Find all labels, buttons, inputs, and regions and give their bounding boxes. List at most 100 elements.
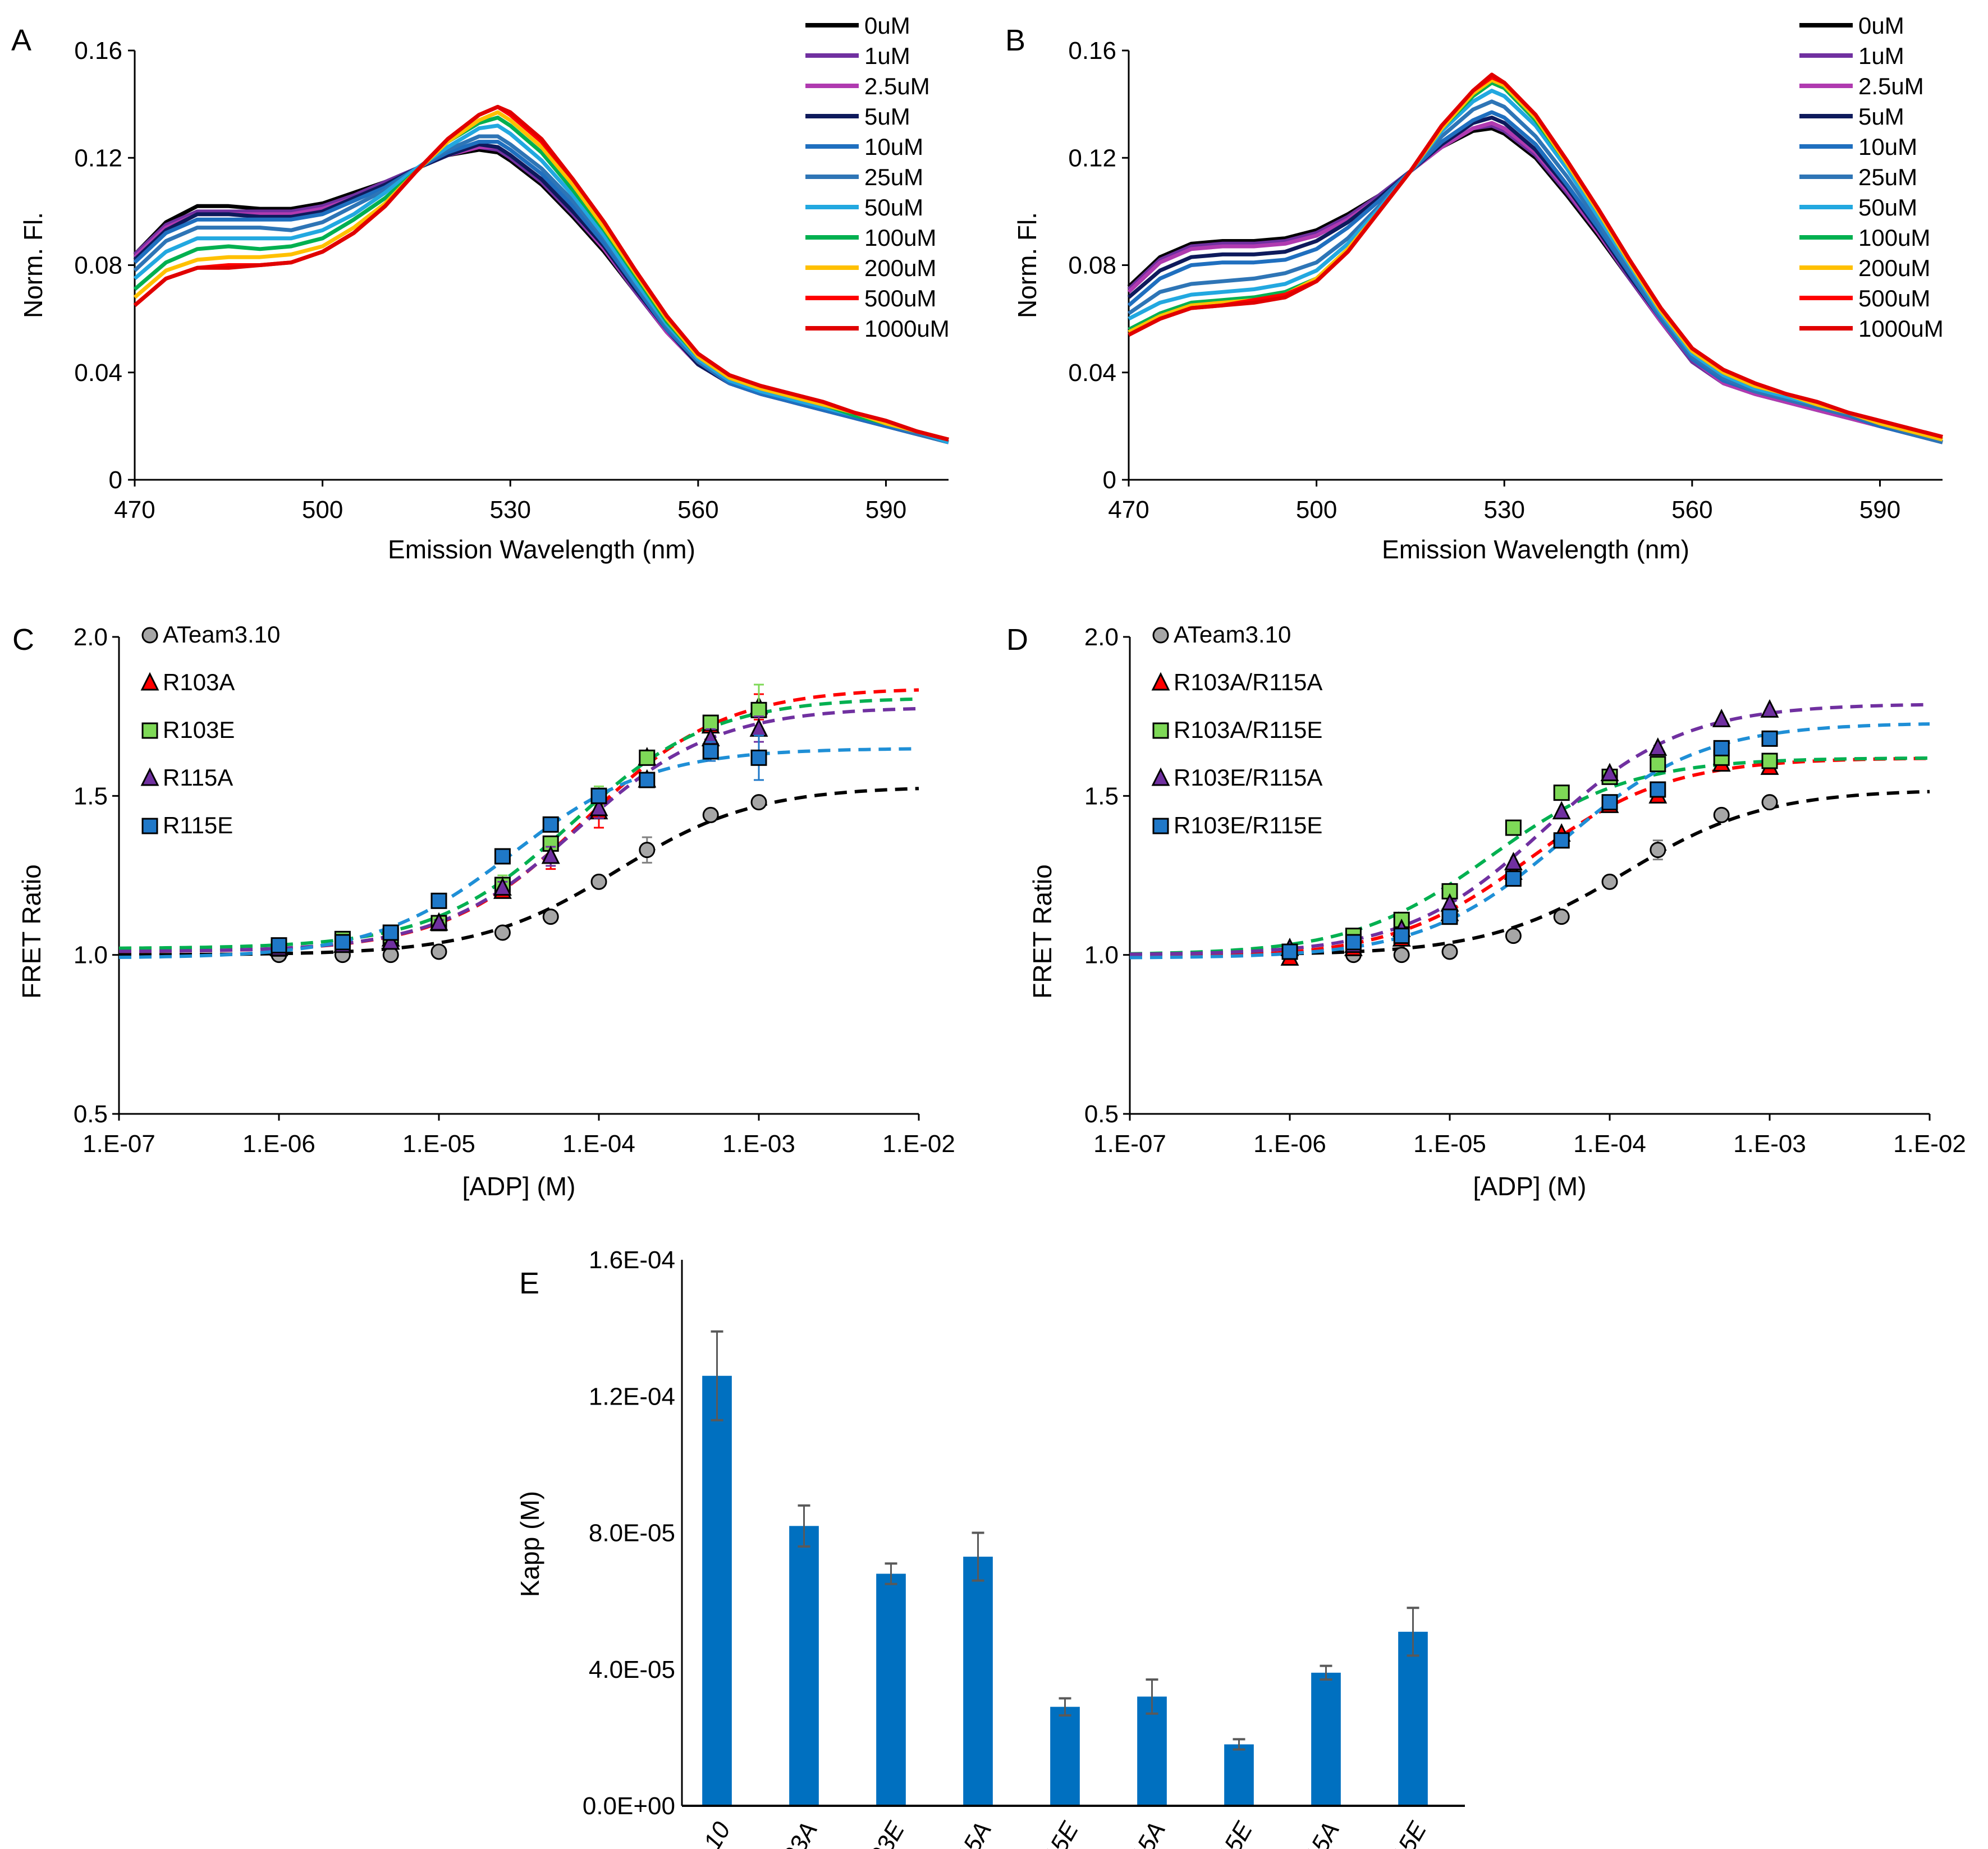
data-point-ATeam3.10 bbox=[1601, 873, 1618, 890]
data-point-ATeam3.10 bbox=[1650, 842, 1666, 859]
legend-marker bbox=[1151, 672, 1170, 691]
data-point-R103E/R115A bbox=[1504, 851, 1523, 870]
legend-label: 500uM bbox=[1858, 285, 1930, 311]
y-tick-label: 0.04 bbox=[74, 359, 122, 387]
x-tick-label: 560 bbox=[1671, 496, 1712, 524]
y-tick-label: 8.0E-05 bbox=[589, 1520, 675, 1547]
legend-label: 100uM bbox=[1858, 224, 1930, 251]
y-tick-label: 1.2E-04 bbox=[589, 1383, 675, 1410]
data-point-R115E bbox=[639, 772, 656, 788]
x-tick-label: 1.E-05 bbox=[402, 1130, 475, 1158]
category-label: R103A bbox=[761, 1818, 823, 1849]
x-tick-label: 530 bbox=[490, 496, 531, 524]
x-tick-label: 1.E-05 bbox=[1413, 1130, 1486, 1158]
series-line-5uM bbox=[133, 142, 949, 444]
legend-label: 25uM bbox=[864, 164, 923, 190]
x-tick-label: 1.E-02 bbox=[882, 1130, 955, 1158]
data-point-R115A bbox=[381, 931, 400, 950]
fit-curve-R103A/R115E bbox=[1129, 756, 1930, 956]
fit-curve-R103E bbox=[118, 697, 919, 950]
legend-label: 1uM bbox=[1858, 43, 1904, 69]
data-point-ATeam3.10 bbox=[1553, 909, 1570, 925]
data-point-R103E bbox=[750, 701, 767, 718]
data-point-ATeam3.10 bbox=[494, 924, 511, 941]
data-point-ATeam3.10 bbox=[590, 873, 607, 890]
legend-marker bbox=[1152, 722, 1169, 739]
data-point-R103E/R115A bbox=[1648, 737, 1668, 756]
y-axis-label: FRET Ratio bbox=[1028, 864, 1057, 998]
legend-marker bbox=[141, 722, 158, 739]
x-tick-label: 590 bbox=[865, 496, 906, 524]
data-point-R115E bbox=[494, 848, 511, 865]
bar-R115E bbox=[1050, 1706, 1080, 1806]
legend-label: R103E/R115A bbox=[1174, 764, 1322, 791]
y-tick-label: 0.12 bbox=[1068, 144, 1116, 172]
data-point-R103A/R115E bbox=[1650, 756, 1666, 773]
legend-label: 200uM bbox=[864, 255, 936, 281]
data-point-ATeam3.10 bbox=[1713, 806, 1730, 823]
x-tick-label: 1.E-06 bbox=[242, 1130, 315, 1158]
y-axis-label: Norm. Fl. bbox=[1013, 212, 1042, 318]
legend-marker bbox=[1152, 627, 1169, 644]
legend-label: 0uM bbox=[1858, 12, 1904, 39]
category-label: R115A bbox=[936, 1818, 997, 1849]
y-tick-label: 0.12 bbox=[74, 144, 122, 172]
fit-curve-R103E/R115E bbox=[1129, 722, 1930, 960]
legend-label: R115A bbox=[163, 764, 233, 791]
data-point-R103A/R115E bbox=[1505, 819, 1522, 836]
data-point-R103E/R115E bbox=[1761, 730, 1778, 747]
series-line-500uM bbox=[133, 104, 949, 442]
bar-R103A bbox=[789, 1526, 819, 1806]
y-tick-label: 1.5 bbox=[74, 782, 108, 810]
data-point-ATeam3.10 bbox=[1441, 943, 1458, 960]
data-point-ATeam3.10 bbox=[430, 943, 447, 960]
data-point-R103E/R115E bbox=[1650, 781, 1666, 798]
data-point-R103E/R115A bbox=[1552, 801, 1571, 820]
x-tick-label: 1.E-03 bbox=[1733, 1130, 1806, 1158]
series-line-500uM bbox=[1128, 75, 1943, 439]
category-label: R103A/E115A bbox=[1070, 1818, 1171, 1849]
legend-label: 500uM bbox=[864, 285, 936, 311]
series-line-1uM bbox=[133, 145, 949, 444]
y-tick-label: 0.5 bbox=[1084, 1100, 1119, 1128]
panel-d-chart: D 0.5 1.0 1.5 2.0 1.E-07 1.E-06 1.E-05 1.E-04 1.E… bbox=[1006, 621, 1966, 1201]
legend-label: R103A/R115E bbox=[1174, 717, 1322, 743]
category-label: R103E/R115E bbox=[1330, 1817, 1432, 1849]
fit-curve-R103E/R115A bbox=[1129, 703, 1930, 956]
panel-label: E bbox=[519, 1267, 539, 1300]
data-point-R115A bbox=[429, 912, 448, 931]
legend-label: 50uM bbox=[1858, 194, 1917, 221]
panel-label: A bbox=[11, 24, 31, 57]
data-point-ATeam3.10 bbox=[750, 794, 767, 811]
data-point-R103A/R115E bbox=[1441, 883, 1458, 900]
legend-label: 200uM bbox=[1858, 255, 1930, 281]
legend-label: R115E bbox=[163, 812, 233, 838]
bar-R115A bbox=[963, 1557, 993, 1806]
x-tick-label: 1.E-06 bbox=[1253, 1130, 1326, 1158]
data-point-R103E/R115E bbox=[1601, 794, 1618, 811]
data-point-R115E bbox=[430, 892, 447, 909]
data-point-R103E/R115A bbox=[1712, 708, 1731, 727]
legend-marker bbox=[141, 818, 158, 834]
category-label: R103A/R115E bbox=[1156, 1817, 1258, 1849]
legend-marker bbox=[1151, 767, 1170, 786]
x-tick-label: 470 bbox=[1108, 496, 1149, 524]
data-point-ATeam3.10 bbox=[1505, 928, 1522, 944]
y-tick-label: 0.08 bbox=[74, 252, 122, 279]
legend-label: 10uM bbox=[864, 134, 923, 160]
y-axis-label: Norm. Fl. bbox=[19, 212, 48, 318]
y-tick-label: 0 bbox=[1103, 466, 1116, 494]
panel-e-chart: E 0.0E+00 4.0E-05 8.0E-05 1.2E-04 1.6E-04 Kapp… bbox=[515, 1246, 1465, 1849]
x-tick-label: 530 bbox=[1484, 496, 1525, 524]
y-tick-label: 1.6E-04 bbox=[589, 1246, 675, 1274]
data-point-R115E bbox=[334, 934, 351, 951]
y-tick-label: 0 bbox=[109, 466, 122, 494]
legend-label: 25uM bbox=[1858, 164, 1917, 190]
data-point-ATeam3.10 bbox=[382, 947, 399, 964]
legend-label: 5uM bbox=[864, 103, 910, 130]
panel-c-chart: C 0.5 1.0 1.5 2.0 1.E-07 1.E-06 1.E-05 1.E-04 1.E… bbox=[12, 621, 955, 1201]
data-point-R115E bbox=[382, 924, 399, 941]
data-point-R103A/R115E bbox=[1761, 753, 1778, 769]
x-axis-label: Emission Wavelength (nm) bbox=[1382, 535, 1689, 564]
data-point-R103E/R115E bbox=[1441, 909, 1458, 925]
